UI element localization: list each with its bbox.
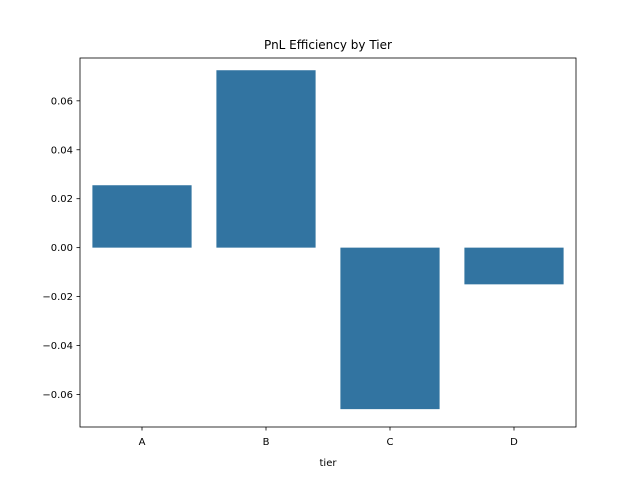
bar-D — [464, 247, 564, 285]
y-tick-label-0: −0.06 — [42, 390, 73, 401]
y-tick-label-2: −0.02 — [42, 292, 73, 303]
bar-B — [216, 70, 316, 248]
y-tick-label-4: 0.02 — [51, 194, 73, 205]
y-tick-label-1: −0.04 — [42, 341, 73, 352]
y-axis: −0.06 −0.04 −0.02 0.00 0.02 0.04 0.06 — [42, 96, 80, 401]
x-tick-label-B: B — [263, 437, 270, 448]
bar-C — [340, 247, 440, 410]
bar-A — [92, 185, 192, 248]
x-axis-label: tier — [320, 458, 338, 469]
y-tick-label-6: 0.06 — [51, 96, 73, 107]
x-tick-label-D: D — [510, 437, 518, 448]
x-tick-label-A: A — [139, 437, 146, 448]
y-tick-label-3: 0.00 — [51, 243, 73, 254]
plot-frame — [79, 57, 577, 428]
bars-group — [92, 70, 564, 410]
chart-title: PnL Efficiency by Tier — [264, 38, 392, 52]
x-axis: A B C D — [139, 427, 518, 448]
x-tick-label-C: C — [387, 437, 394, 448]
y-tick-label-5: 0.04 — [51, 145, 73, 156]
